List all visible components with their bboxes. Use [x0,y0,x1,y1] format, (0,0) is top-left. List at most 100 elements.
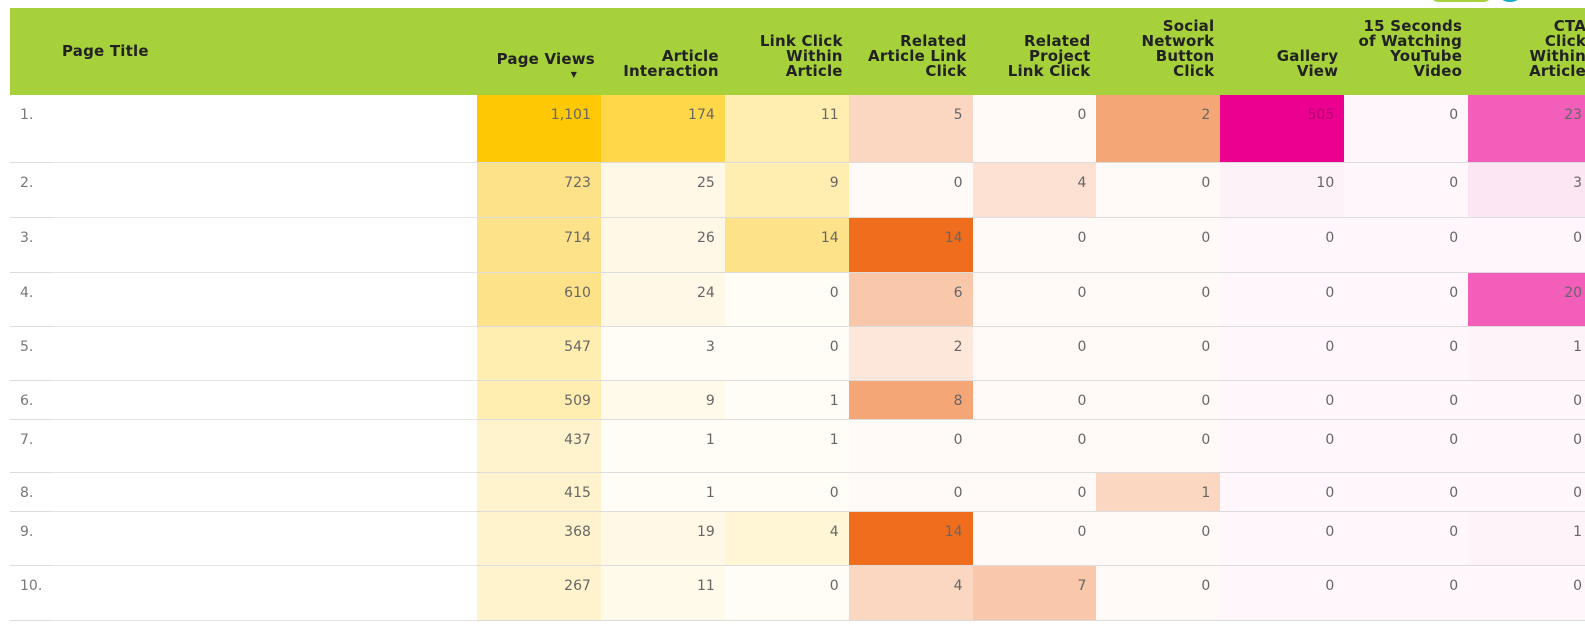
metric-cell: 0 [1096,566,1221,621]
metric-cell: 9 [724,163,849,218]
header-link-click-within-article[interactable]: Link Click Within Article [724,8,849,95]
header-line: Button [1155,47,1215,65]
metric-cell: 0 [724,473,849,512]
metric-cell: 0 [848,473,973,512]
header-page-views[interactable]: Page Views ▼ [477,8,601,95]
pill-button[interactable] [1427,0,1495,4]
metric-cell: 1 [1468,512,1585,566]
metric-cell: 0 [1344,512,1469,566]
metric-cell: 0 [724,327,849,381]
metric-cell: 0 [1220,381,1345,420]
metric-cell: 509 [477,381,601,420]
header-line: Link Click [1007,62,1091,80]
metric-cell: 10 [1220,163,1345,218]
header-line: Interaction [623,62,719,80]
table-body: 1. 1,101 174 11 5 0 2 505 0 23 2. 723 25 9 0 4 0 10 0 3 3. 71… [10,95,1585,621]
row-page-title[interactable] [52,273,477,327]
table-header: Page Title Page Views ▼ Article Interact… [10,8,1585,95]
header-line: Click [925,62,967,80]
metric-cell: 25 [600,163,725,218]
metric-cell: 19 [600,512,725,566]
header-line: Article Link [868,47,967,65]
metric-cell: 20 [1468,273,1585,327]
header-line: Social [1162,17,1215,35]
metric-cell: 2 [848,327,973,381]
metric-cell: 0 [972,327,1097,381]
metric-cell: 6 [848,273,973,327]
header-gallery-view[interactable]: Gallery View [1220,8,1345,95]
header-cta-click-within-article[interactable]: CTA Click Within Article [1468,8,1585,95]
row-page-title[interactable] [52,381,477,420]
metric-cell: 0 [1344,566,1469,621]
header-related-project-link-click[interactable]: Related Project Link Click [972,8,1097,95]
table-row[interactable]: 9. 368 19 4 14 0 0 0 0 1 [10,512,1585,566]
metric-cell: 11 [724,95,849,163]
metric-cell: 437 [477,420,601,473]
row-index: 10. [10,566,52,621]
table-row[interactable]: 3. 714 26 14 14 0 0 0 0 0 [10,218,1585,273]
row-index: 2. [10,163,52,218]
metric-cell: 0 [1344,327,1469,381]
metric-cell: 714 [477,218,601,273]
header-line: Project [1028,47,1091,65]
table-row[interactable]: 4. 610 24 0 6 0 0 0 0 20 [10,273,1585,327]
metric-cell: 0 [1468,473,1585,512]
header-line: Related [900,32,967,50]
metric-cell: 267 [477,566,601,621]
row-index: 7. [10,420,52,473]
row-page-title[interactable] [52,512,477,566]
row-index: 9. [10,512,52,566]
metric-cell: 0 [1468,381,1585,420]
row-page-title[interactable] [52,218,477,273]
metric-cell: 0 [1344,473,1469,512]
table-row[interactable]: 2. 723 25 9 0 4 0 10 0 3 [10,163,1585,218]
row-index: 5. [10,327,52,381]
metric-cell: 0 [1468,218,1585,273]
header-social-network-button-click[interactable]: Social Network Button Click [1096,8,1221,95]
metric-cell: 415 [477,473,601,512]
metric-cell: 0 [1096,512,1221,566]
metric-cell: 3 [600,327,725,381]
header-related-article-link-click[interactable]: Related Article Link Click [848,8,973,95]
metric-cell: 1 [1468,327,1585,381]
row-page-title[interactable] [52,327,477,381]
metric-cell: 0 [724,566,849,621]
row-page-title[interactable] [52,163,477,218]
header-line: Related [1023,32,1091,50]
row-page-title[interactable] [52,566,477,621]
metric-cell: 0 [1096,327,1221,381]
metric-cell: 0 [972,381,1097,420]
header-line: Link Click [759,32,843,50]
metric-cell: 0 [972,473,1097,512]
metric-cell: 505 [1220,95,1345,163]
table-row[interactable]: 7. 437 1 1 0 0 0 0 0 0 [10,420,1585,473]
metric-cell: 1 [724,420,849,473]
header-line: Gallery [1276,47,1339,65]
metric-cell: 0 [972,95,1097,163]
metric-cell: 0 [972,273,1097,327]
row-page-title[interactable] [52,473,477,512]
table-row[interactable]: 6. 509 9 1 8 0 0 0 0 0 [10,381,1585,420]
table-row[interactable]: 5. 547 3 0 2 0 0 0 0 1 [10,327,1585,381]
metric-cell: 0 [1096,381,1221,420]
header-line: Click [1173,62,1215,80]
metric-cell: 7 [972,566,1097,621]
row-page-title[interactable] [52,95,477,163]
header-youtube-15-seconds[interactable]: 15 Seconds of Watching YouTube Video [1344,8,1469,95]
metric-cell: 14 [848,512,973,566]
metric-cell: 26 [600,218,725,273]
circle-button[interactable] [1493,0,1527,4]
metric-cell: 368 [477,512,601,566]
metric-cell: 0 [724,273,849,327]
row-page-title[interactable] [52,420,477,473]
metric-cell: 0 [1344,218,1469,273]
table-row[interactable]: 10. 267 11 0 4 7 0 0 0 0 [10,566,1585,621]
header-article-interaction[interactable]: Article Interaction [600,8,725,95]
row-index: 3. [10,218,52,273]
table-row[interactable]: 1. 1,101 174 11 5 0 2 505 0 23 [10,95,1585,163]
header-line: Click [1544,32,1585,50]
metric-cell: 0 [1220,327,1345,381]
metric-cell: 4 [724,512,849,566]
header-page-title[interactable]: Page Title [52,8,477,95]
table-row[interactable]: 8. 415 1 0 0 0 1 0 0 0 [10,473,1585,512]
